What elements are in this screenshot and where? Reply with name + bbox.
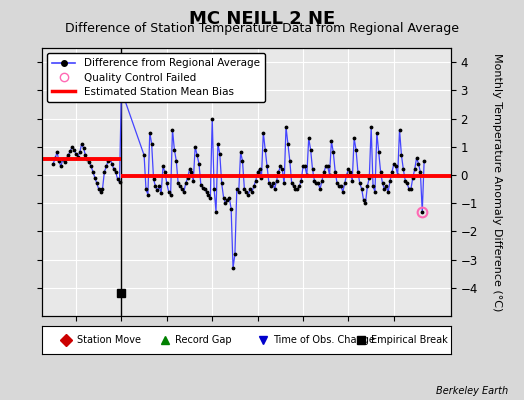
Text: Berkeley Earth: Berkeley Earth [436,386,508,396]
Legend: Difference from Regional Average, Quality Control Failed, Estimated Station Mean: Difference from Regional Average, Qualit… [47,53,265,102]
Text: Difference of Station Temperature Data from Regional Average: Difference of Station Temperature Data f… [65,22,459,35]
Text: Station Move: Station Move [77,335,140,345]
Text: Time of Obs. Change: Time of Obs. Change [273,335,375,345]
Y-axis label: Monthly Temperature Anomaly Difference (°C): Monthly Temperature Anomaly Difference (… [492,53,501,311]
Text: Record Gap: Record Gap [175,335,232,345]
Text: MC NEILL 2 NE: MC NEILL 2 NE [189,10,335,28]
Text: Empirical Break: Empirical Break [371,335,447,345]
